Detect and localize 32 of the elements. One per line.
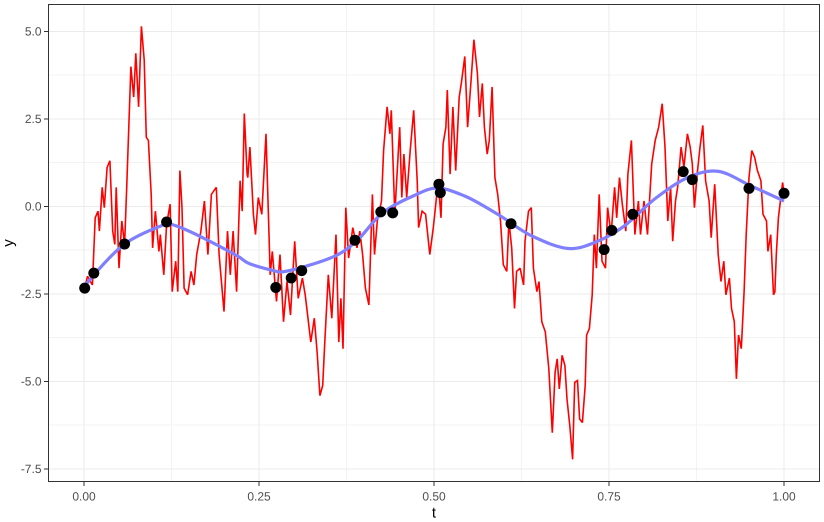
y-tick-label: -7.5 bbox=[20, 462, 42, 476]
point bbox=[349, 234, 360, 246]
x-tick-label: 0.25 bbox=[247, 490, 271, 504]
point bbox=[375, 206, 386, 218]
point bbox=[434, 187, 446, 198]
y-tick-label: -5.0 bbox=[20, 374, 42, 388]
point bbox=[270, 282, 282, 293]
y-tick-label: 2.5 bbox=[24, 112, 42, 126]
point bbox=[627, 208, 638, 220]
point bbox=[678, 166, 689, 178]
point bbox=[744, 182, 754, 194]
point bbox=[119, 238, 130, 250]
y-tick-label: 0.0 bbox=[24, 199, 42, 214]
x-tick-label: 0.00 bbox=[72, 490, 96, 504]
point bbox=[88, 268, 100, 279]
point bbox=[296, 265, 308, 276]
point bbox=[506, 218, 516, 230]
y-tick-label: 5.0 bbox=[24, 24, 42, 38]
point bbox=[161, 216, 172, 228]
point bbox=[778, 188, 790, 199]
x-tick-label: 0.50 bbox=[422, 490, 446, 504]
y-tick-label: -2.5 bbox=[20, 286, 42, 301]
x-tick-label: 1.00 bbox=[772, 490, 796, 504]
point bbox=[286, 272, 297, 284]
point bbox=[606, 224, 618, 236]
point bbox=[79, 282, 90, 294]
point bbox=[686, 174, 698, 186]
y-axis-title: y bbox=[0, 238, 17, 247]
x-tick-label: 0.75 bbox=[597, 490, 621, 504]
point bbox=[598, 244, 610, 256]
x-axis-title: t bbox=[432, 504, 437, 522]
point bbox=[387, 207, 398, 218]
